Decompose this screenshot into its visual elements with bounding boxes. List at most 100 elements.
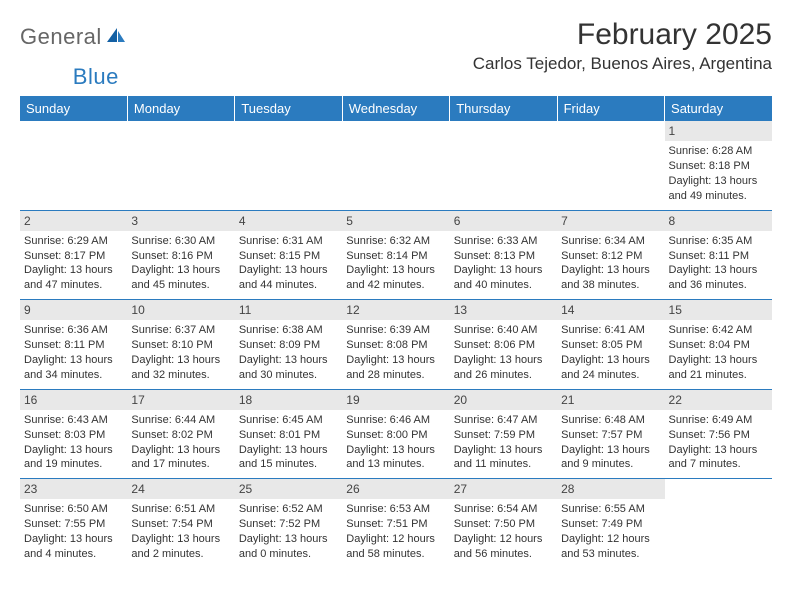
sunset-text: Sunset: 8:02 PM xyxy=(131,428,230,443)
daylight-text: Daylight: 12 hours and 56 minutes. xyxy=(454,532,553,562)
daylight-text: Daylight: 13 hours and 38 minutes. xyxy=(561,263,660,293)
day-number: 24 xyxy=(127,479,234,499)
sunrise-text: Sunrise: 6:54 AM xyxy=(454,502,553,517)
day-number: 9 xyxy=(20,300,127,320)
sunrise-text: Sunrise: 6:44 AM xyxy=(131,413,230,428)
daylight-text: Daylight: 13 hours and 42 minutes. xyxy=(346,263,445,293)
daylight-text: Daylight: 13 hours and 15 minutes. xyxy=(239,443,338,473)
daylight-text: Daylight: 13 hours and 9 minutes. xyxy=(561,443,660,473)
day-number: 17 xyxy=(127,390,234,410)
sunset-text: Sunset: 7:51 PM xyxy=(346,517,445,532)
calendar-cell: 3Sunrise: 6:30 AMSunset: 8:16 PMDaylight… xyxy=(127,210,234,300)
calendar-week: 23Sunrise: 6:50 AMSunset: 7:55 PMDayligh… xyxy=(20,479,772,568)
sunset-text: Sunset: 8:08 PM xyxy=(346,338,445,353)
calendar-cell: 11Sunrise: 6:38 AMSunset: 8:09 PMDayligh… xyxy=(235,300,342,390)
daylight-text: Daylight: 13 hours and 44 minutes. xyxy=(239,263,338,293)
sunset-text: Sunset: 7:56 PM xyxy=(669,428,768,443)
daylight-text: Daylight: 13 hours and 34 minutes. xyxy=(24,353,123,383)
calendar-week: 1Sunrise: 6:28 AMSunset: 8:18 PMDaylight… xyxy=(20,121,772,210)
logo: General xyxy=(20,18,127,50)
calendar-cell: 15Sunrise: 6:42 AMSunset: 8:04 PMDayligh… xyxy=(665,300,772,390)
location-text: Carlos Tejedor, Buenos Aires, Argentina xyxy=(473,54,772,74)
sunset-text: Sunset: 8:06 PM xyxy=(454,338,553,353)
daylight-text: Daylight: 12 hours and 58 minutes. xyxy=(346,532,445,562)
daylight-text: Daylight: 13 hours and 26 minutes. xyxy=(454,353,553,383)
sunset-text: Sunset: 7:57 PM xyxy=(561,428,660,443)
calendar-cell: 14Sunrise: 6:41 AMSunset: 8:05 PMDayligh… xyxy=(557,300,664,390)
sunrise-text: Sunrise: 6:48 AM xyxy=(561,413,660,428)
sunrise-text: Sunrise: 6:43 AM xyxy=(24,413,123,428)
sunrise-text: Sunrise: 6:46 AM xyxy=(346,413,445,428)
calendar-cell: 10 Sunrise: 6:37 AMSunset: 8:10 PMDayligh… xyxy=(127,300,234,390)
day-number: 1 xyxy=(665,121,772,141)
sunset-text: Sunset: 7:49 PM xyxy=(561,517,660,532)
sunset-text: Sunset: 8:15 PM xyxy=(239,249,338,264)
day-number: 6 xyxy=(450,211,557,231)
daylight-text: Daylight: 13 hours and 32 minutes. xyxy=(131,353,230,383)
sunset-text: Sunset: 8:17 PM xyxy=(24,249,123,264)
sunrise-text: Sunrise: 6:29 AM xyxy=(24,234,123,249)
sunset-text: Sunset: 7:54 PM xyxy=(131,517,230,532)
sunrise-text: Sunrise: 6:37 AM xyxy=(131,323,230,338)
sunrise-text: Sunrise: 6:34 AM xyxy=(561,234,660,249)
sunrise-text: Sunrise: 6:32 AM xyxy=(346,234,445,249)
day-number: 28 xyxy=(557,479,664,499)
daylight-text: Daylight: 13 hours and 45 minutes. xyxy=(131,263,230,293)
calendar-cell: 12Sunrise: 6:39 AMSunset: 8:08 PMDayligh… xyxy=(342,300,449,390)
daylight-text: Daylight: 13 hours and 49 minutes. xyxy=(669,174,768,204)
calendar-cell: 28Sunrise: 6:55 AMSunset: 7:49 PMDayligh… xyxy=(557,479,664,568)
daylight-text: Daylight: 13 hours and 0 minutes. xyxy=(239,532,338,562)
day-number: 27 xyxy=(450,479,557,499)
day-number: 20 xyxy=(450,390,557,410)
calendar-cell: 26Sunrise: 6:53 AMSunset: 7:51 PMDayligh… xyxy=(342,479,449,568)
day-number: 10 xyxy=(127,300,234,320)
sunset-text: Sunset: 8:01 PM xyxy=(239,428,338,443)
calendar-cell: 24Sunrise: 6:51 AMSunset: 7:54 PMDayligh… xyxy=(127,479,234,568)
calendar-cell: 25Sunrise: 6:52 AMSunset: 7:52 PMDayligh… xyxy=(235,479,342,568)
calendar-cell: 20Sunrise: 6:47 AMSunset: 7:59 PMDayligh… xyxy=(450,389,557,479)
calendar-cell xyxy=(450,121,557,210)
calendar-page: General February 2025 Carlos Tejedor, Bu… xyxy=(0,0,792,568)
calendar-week: 16Sunrise: 6:43 AMSunset: 8:03 PMDayligh… xyxy=(20,389,772,479)
daylight-text: Daylight: 13 hours and 30 minutes. xyxy=(239,353,338,383)
sunset-text: Sunset: 7:50 PM xyxy=(454,517,553,532)
sunset-text: Sunset: 7:55 PM xyxy=(24,517,123,532)
calendar-header: Sunday Monday Tuesday Wednesday Thursday… xyxy=(20,96,772,121)
day-number: 4 xyxy=(235,211,342,231)
daylight-text: Daylight: 13 hours and 21 minutes. xyxy=(669,353,768,383)
sunset-text: Sunset: 8:03 PM xyxy=(24,428,123,443)
day-number: 3 xyxy=(127,211,234,231)
sunset-text: Sunset: 8:09 PM xyxy=(239,338,338,353)
sunset-text: Sunset: 8:04 PM xyxy=(669,338,768,353)
sunset-text: Sunset: 8:18 PM xyxy=(669,159,768,174)
day-number: 16 xyxy=(20,390,127,410)
sunset-text: Sunset: 8:14 PM xyxy=(346,249,445,264)
sunrise-text: Sunrise: 6:51 AM xyxy=(131,502,230,517)
sunset-text: Sunset: 7:52 PM xyxy=(239,517,338,532)
logo-text-general: General xyxy=(20,24,102,50)
col-saturday: Saturday xyxy=(665,96,772,121)
calendar-cell: 2Sunrise: 6:29 AMSunset: 8:17 PMDaylight… xyxy=(20,210,127,300)
sunset-text: Sunset: 8:10 PM xyxy=(131,338,230,353)
calendar-cell xyxy=(665,479,772,568)
day-number: 11 xyxy=(235,300,342,320)
sunset-text: Sunset: 8:11 PM xyxy=(24,338,123,353)
day-number: 13 xyxy=(450,300,557,320)
calendar-week: 2Sunrise: 6:29 AMSunset: 8:17 PMDaylight… xyxy=(20,210,772,300)
sunrise-text: Sunrise: 6:53 AM xyxy=(346,502,445,517)
sunset-text: Sunset: 8:11 PM xyxy=(669,249,768,264)
day-number: 22 xyxy=(665,390,772,410)
sunrise-text: Sunrise: 6:40 AM xyxy=(454,323,553,338)
sunset-text: Sunset: 8:12 PM xyxy=(561,249,660,264)
day-number: 21 xyxy=(557,390,664,410)
calendar-cell xyxy=(127,121,234,210)
daylight-text: Daylight: 13 hours and 13 minutes. xyxy=(346,443,445,473)
col-tuesday: Tuesday xyxy=(235,96,342,121)
daylight-text: Daylight: 13 hours and 40 minutes. xyxy=(454,263,553,293)
sunrise-text: Sunrise: 6:45 AM xyxy=(239,413,338,428)
calendar-cell: 4Sunrise: 6:31 AMSunset: 8:15 PMDaylight… xyxy=(235,210,342,300)
calendar-table: Sunday Monday Tuesday Wednesday Thursday… xyxy=(20,96,772,568)
calendar-cell xyxy=(557,121,664,210)
day-number: 7 xyxy=(557,211,664,231)
daylight-text: Daylight: 13 hours and 19 minutes. xyxy=(24,443,123,473)
